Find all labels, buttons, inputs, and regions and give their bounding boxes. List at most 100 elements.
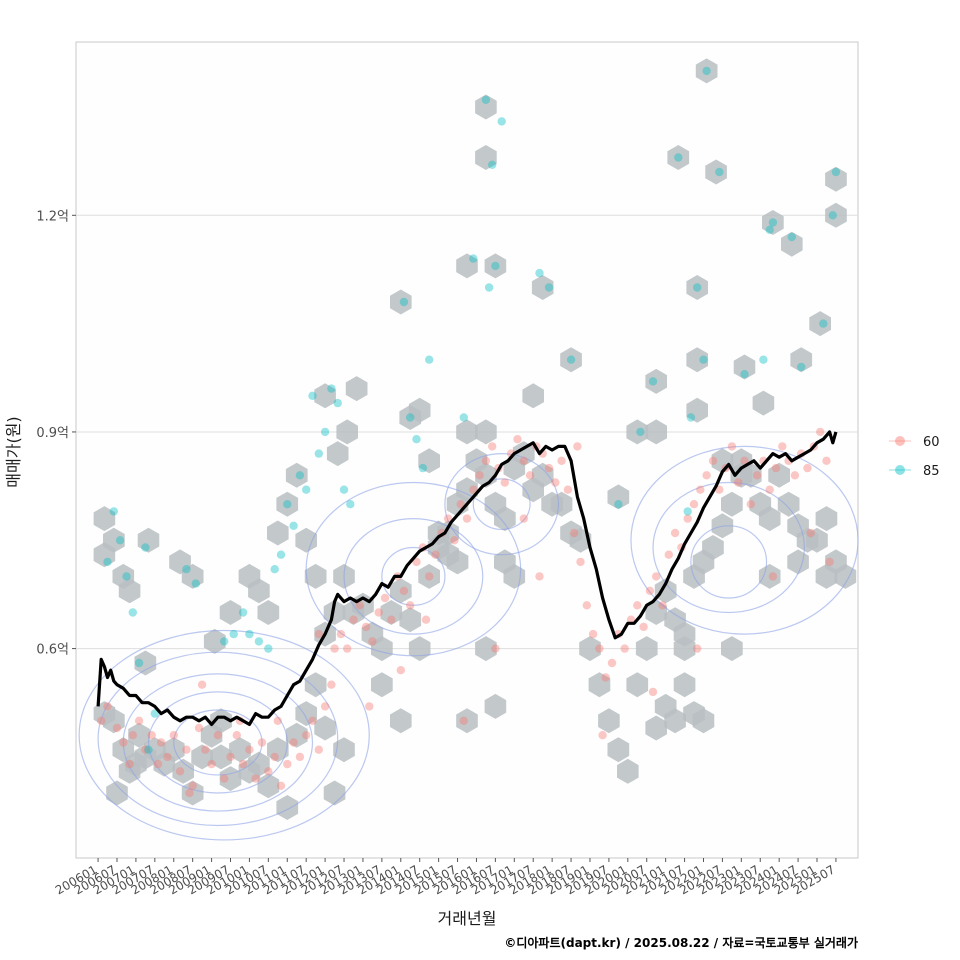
point-60-82 xyxy=(607,658,617,668)
point-60-32 xyxy=(295,752,305,762)
hexbin-cell-30 xyxy=(295,701,317,727)
hexbin-cell-155 xyxy=(781,231,803,257)
point-60-104 xyxy=(746,500,755,509)
point-85-22 xyxy=(302,485,311,494)
point-60-57 xyxy=(450,536,459,545)
point-60-5 xyxy=(128,731,137,740)
hexbin-cell-112 xyxy=(645,600,667,625)
hexbin-cell-42 xyxy=(248,578,270,604)
hexbin-cell-149 xyxy=(686,397,708,423)
point-60-65 xyxy=(500,478,509,487)
point-85-38 xyxy=(484,283,494,292)
hexbin-cell-74 xyxy=(326,441,349,467)
point-60-135 xyxy=(197,680,207,689)
point-60-132 xyxy=(421,615,431,624)
point-60-131 xyxy=(535,572,544,581)
legend-label-85: 85 xyxy=(923,464,940,479)
point-85-54 xyxy=(740,370,749,379)
point-85-19 xyxy=(283,500,292,509)
point-85-12 xyxy=(229,629,238,639)
hexbin-cell-79 xyxy=(408,397,431,423)
hexbin-cell-94 xyxy=(371,672,393,698)
hexbin-cell-152 xyxy=(733,354,756,380)
point-85-62 xyxy=(831,167,841,177)
hexbin-cell-161 xyxy=(730,462,753,488)
point-60-88 xyxy=(645,586,655,595)
point-85-49 xyxy=(686,413,696,422)
hexbin-cell-96 xyxy=(456,708,478,734)
point-60-10 xyxy=(156,738,166,747)
point-85-8 xyxy=(150,709,159,718)
density-contour-6 xyxy=(343,518,484,635)
density-contour-9 xyxy=(444,453,560,556)
point-60-113 xyxy=(803,463,812,473)
hexbin-cell-45 xyxy=(276,491,299,517)
hexbin-cell-26 xyxy=(257,773,280,799)
point-85-36 xyxy=(469,254,478,263)
point-60-3 xyxy=(119,738,128,747)
hexbin-layer xyxy=(93,58,857,820)
point-60-54 xyxy=(431,550,440,559)
point-85-28 xyxy=(339,485,349,494)
hexbin-cell-113 xyxy=(654,578,677,604)
hexbin-cell-16 xyxy=(162,737,185,763)
hexbin-cell-48 xyxy=(304,563,327,589)
hexbin-cell-140 xyxy=(721,636,743,662)
point-60-38 xyxy=(330,644,339,653)
hexbin-cell-37 xyxy=(106,780,128,806)
legend: 60 85 xyxy=(889,435,940,479)
hexbin-cell-82 xyxy=(475,419,497,445)
point-60-120 xyxy=(365,702,374,711)
point-85-11 xyxy=(220,637,229,646)
point-60-14 xyxy=(182,745,191,754)
hexbin-cell-18 xyxy=(181,780,204,806)
point-60-7 xyxy=(141,745,150,754)
point-60-47 xyxy=(387,615,396,624)
point-60-44 xyxy=(368,637,377,646)
hexbin-cell-88 xyxy=(475,145,497,170)
hexbin-cell-139 xyxy=(673,636,696,662)
hexbin-cell-162 xyxy=(815,506,838,532)
point-85-5 xyxy=(134,658,144,668)
hexbin-cell-83 xyxy=(390,289,412,315)
point-85-13 xyxy=(238,608,248,617)
point-60-124 xyxy=(598,731,607,740)
point-60-8 xyxy=(147,731,156,740)
point-60-128 xyxy=(806,528,815,538)
point-85-58 xyxy=(787,232,796,242)
point-60-33 xyxy=(302,731,311,740)
point-60-61 xyxy=(475,471,484,480)
point-85-20 xyxy=(289,521,298,530)
point-60-109 xyxy=(778,442,787,451)
y-axis-ticks: 0.6억 0.9억 1.2억 xyxy=(36,209,76,658)
hexbin-cell-21 xyxy=(210,744,232,770)
point-85-1 xyxy=(109,507,119,516)
point-60-96 xyxy=(696,485,705,494)
density-contour-0 xyxy=(173,709,263,776)
hexbin-cell-141 xyxy=(758,563,781,589)
point-60-91 xyxy=(664,550,673,559)
point-60-1 xyxy=(103,702,112,711)
point-85-44 xyxy=(566,355,576,364)
point-85-41 xyxy=(497,117,506,126)
point-85-0 xyxy=(103,557,112,567)
point-60-68 xyxy=(519,456,528,465)
hexbin-cell-17 xyxy=(172,758,194,784)
point-85-45 xyxy=(614,500,623,509)
density-contour-8 xyxy=(472,478,531,531)
point-60-97 xyxy=(702,471,711,480)
point-85-14 xyxy=(245,629,254,639)
hexbin-cell-68 xyxy=(494,506,516,532)
hexbin-cell-84 xyxy=(456,253,478,279)
point-60-78 xyxy=(582,601,591,610)
point-85-57 xyxy=(768,218,778,227)
point-60-29 xyxy=(276,781,286,790)
hexbin-cell-158 xyxy=(825,166,847,192)
point-60-121 xyxy=(573,442,582,451)
point-60-81 xyxy=(601,673,610,682)
y-axis-title: 매매가(원) xyxy=(4,416,23,487)
point-85-39 xyxy=(488,160,497,169)
point-60-51 xyxy=(412,557,421,567)
point-85-6 xyxy=(141,543,150,552)
point-60-50 xyxy=(406,601,415,610)
